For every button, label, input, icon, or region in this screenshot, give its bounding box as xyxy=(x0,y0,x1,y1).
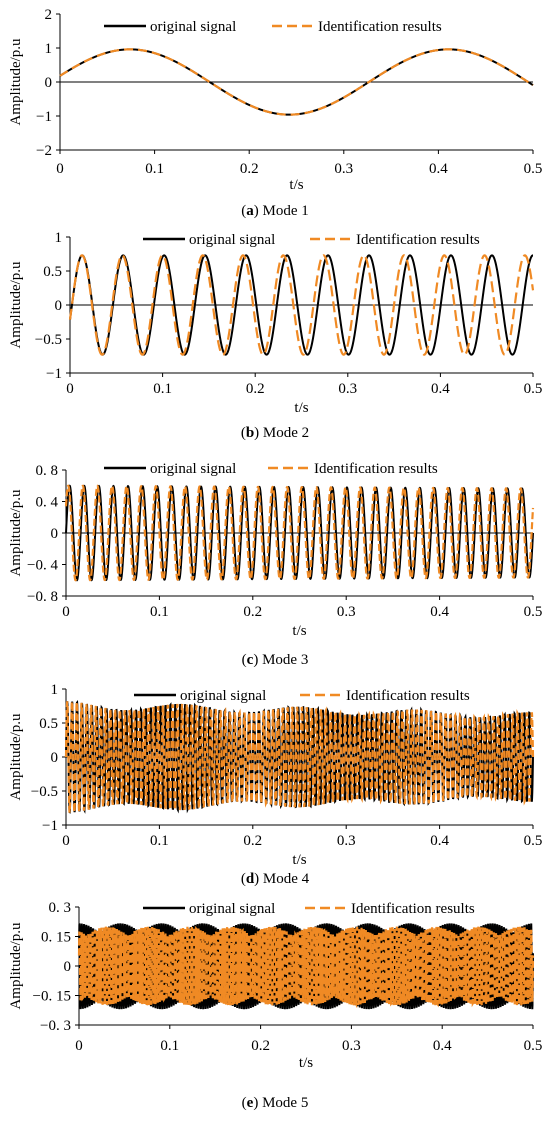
series-line-identification-results xyxy=(68,254,535,356)
x-tick-label: 0.5 xyxy=(524,833,543,849)
x-tick-label: 0.4 xyxy=(430,604,449,620)
chart-svg: 10.50−0.5−10 0.1 0.2 0.3 0.4 0.5t/sAmplitude/… xyxy=(8,230,543,416)
chart-svg: 0. 30. 150−0. 15−0. 30 0.1 0.2 0.3 0.4 0.5t/s… xyxy=(8,900,543,1071)
legend-label: original signal xyxy=(180,688,266,704)
series-line-original-signal xyxy=(65,484,534,582)
y-tick-label: −0. 8 xyxy=(27,589,58,605)
x-tick-label: 0.5 xyxy=(524,604,543,620)
y-axis-label: Amplitude/p.u xyxy=(8,713,24,801)
y-tick-label: 2 xyxy=(45,7,53,23)
y-tick-label: 0 xyxy=(45,75,53,91)
chart-caption: (a) Mode 1 xyxy=(241,203,309,219)
chart-caption: (c) Mode 3 xyxy=(241,652,309,668)
series-line-identification-results xyxy=(77,924,535,1009)
x-tick-label: 0.2 xyxy=(246,381,265,397)
x-tick-label: 0.3 xyxy=(338,381,357,397)
legend-label: original signal xyxy=(150,19,236,35)
legend-label: original signal xyxy=(189,901,275,917)
x-tick-label: 0.1 xyxy=(150,604,169,620)
y-tick-label: 0. 3 xyxy=(49,900,72,916)
x-tick-label: 0 xyxy=(62,604,70,620)
chart-svg: 10.50−0.5−10 0.1 0.2 0.3 0.4 0.5t/sAmplitude/… xyxy=(8,682,543,868)
legend-label: Identification results xyxy=(346,688,470,704)
y-tick-label: 0 xyxy=(51,750,59,766)
x-axis-label: t/s xyxy=(292,852,306,868)
series-line-identification-results xyxy=(59,48,534,116)
x-tick-label: 0.5 xyxy=(524,161,543,177)
y-tick-label: 0.5 xyxy=(39,716,58,732)
y-tick-label: 1 xyxy=(45,41,53,57)
chart-panel-mode-2: 1 0.5 0 −0.5 −1 0 0.1 0.2 0.3 0.4 0.5 t/s Amplitude/… xyxy=(0,225,550,450)
x-tick-label: 0 xyxy=(56,161,64,177)
series-line-identification-results xyxy=(64,484,535,582)
x-tick-label: 0.4 xyxy=(430,833,449,849)
y-tick-label: −0. 4 xyxy=(27,558,58,574)
y-tick-label: 1 xyxy=(55,230,63,246)
x-tick-label: 0.3 xyxy=(337,604,356,620)
x-tick-label: 0 xyxy=(75,1038,83,1054)
x-tick-label: 0.5 xyxy=(524,381,543,397)
x-tick-label: 0.3 xyxy=(337,833,356,849)
y-tick-label: −0. 3 xyxy=(40,1018,71,1034)
y-tick-label: 1 xyxy=(51,682,59,698)
x-axis-label: t/s xyxy=(289,177,303,193)
x-tick-label: 0 xyxy=(62,833,70,849)
x-tick-label: 0.4 xyxy=(431,381,450,397)
y-tick-label: 0. 8 xyxy=(36,463,59,479)
chart-panel-mode-3: 0. 8 0. 4 0 −0. 4 −0. 8 0 0.1 0.2 0.3 0.4 0.5 t/s Am… xyxy=(0,450,550,675)
chart-caption: (b) Mode 2 xyxy=(240,425,310,441)
y-tick-label: 0 xyxy=(51,526,59,542)
legend-label: Identification results xyxy=(356,232,480,248)
x-tick-label: 0.2 xyxy=(243,604,262,620)
y-axis-label: Amplitude/p.u xyxy=(8,261,24,349)
legend-label: original signal xyxy=(150,461,236,477)
y-tick-label: −1 xyxy=(46,366,62,382)
y-tick-label: −0.5 xyxy=(31,784,58,800)
x-axis-label: t/s xyxy=(299,1055,313,1071)
y-tick-label: −0. 15 xyxy=(33,989,71,1005)
x-axis-label: t/s xyxy=(292,623,306,639)
y-tick-label: 0. 15 xyxy=(41,930,71,946)
x-tick-label: 0.2 xyxy=(240,161,259,177)
legend-label: Identification results xyxy=(351,901,475,917)
y-tick-label: 0. 4 xyxy=(36,495,59,511)
chart-svg: 0. 80. 40−0. 4−0. 80 0.1 0.2 0.3 0.4 0.5t/sAm… xyxy=(8,461,543,639)
y-tick-label: −0.5 xyxy=(35,332,62,348)
x-tick-label: 0.2 xyxy=(251,1038,270,1054)
x-tick-label: 0.5 xyxy=(524,1038,543,1054)
y-axis-label: Amplitude/p.u xyxy=(8,922,24,1010)
x-tick-label: 0.1 xyxy=(153,381,172,397)
x-tick-label: 0.1 xyxy=(160,1038,179,1054)
chart-panel-mode-4: 1 0.5 0 −0.5 −1 0 0.1 0.2 0.3 0.4 0.5 t/s Amplitude/… xyxy=(0,675,550,900)
y-tick-label: −1 xyxy=(42,818,58,834)
y-tick-label: 0.5 xyxy=(43,264,62,280)
y-tick-label: −2 xyxy=(36,143,52,159)
chart-panel-mode-1: 2 1 0 −1 −2 0 0.1 0.2 0.3 0.4 0.5 t/s Amplitude/p.u o… xyxy=(0,0,550,225)
legend-label: original signal xyxy=(189,232,275,248)
chart-panel-mode-5: 0. 3 0. 15 0 −0. 15 −0. 3 0 0.1 0.2 0.3 0.4 0.5 t/s… xyxy=(0,895,550,1121)
x-tick-label: 0 xyxy=(66,381,74,397)
y-tick-label: −1 xyxy=(36,109,52,125)
x-tick-label: 0.3 xyxy=(334,161,353,177)
series-line-identification-results xyxy=(64,701,535,813)
x-axis-label: t/s xyxy=(294,400,308,416)
y-axis-label: Amplitude/p.u xyxy=(8,38,24,126)
chart-caption: (d) Mode 4 xyxy=(240,871,310,887)
series-line-original-signal xyxy=(69,254,534,356)
legend-label: Identification results xyxy=(318,19,442,35)
chart-caption: (e) Mode 5 xyxy=(241,1095,309,1111)
chart-svg: 210−1−20 0.1 0.2 0.3 0.4 0.5t/sAmplitude/p.uo… xyxy=(8,7,543,193)
x-tick-label: 0.1 xyxy=(150,833,169,849)
y-tick-label: 0 xyxy=(64,959,72,975)
x-tick-label: 0.2 xyxy=(243,833,262,849)
y-tick-label: 0 xyxy=(55,298,63,314)
x-tick-label: 0.4 xyxy=(433,1038,452,1054)
legend-label: Identification results xyxy=(314,461,438,477)
x-tick-label: 0.3 xyxy=(342,1038,361,1054)
x-tick-label: 0.1 xyxy=(145,161,164,177)
y-axis-label: Amplitude/p.u xyxy=(8,489,24,577)
x-tick-label: 0.4 xyxy=(429,161,448,177)
